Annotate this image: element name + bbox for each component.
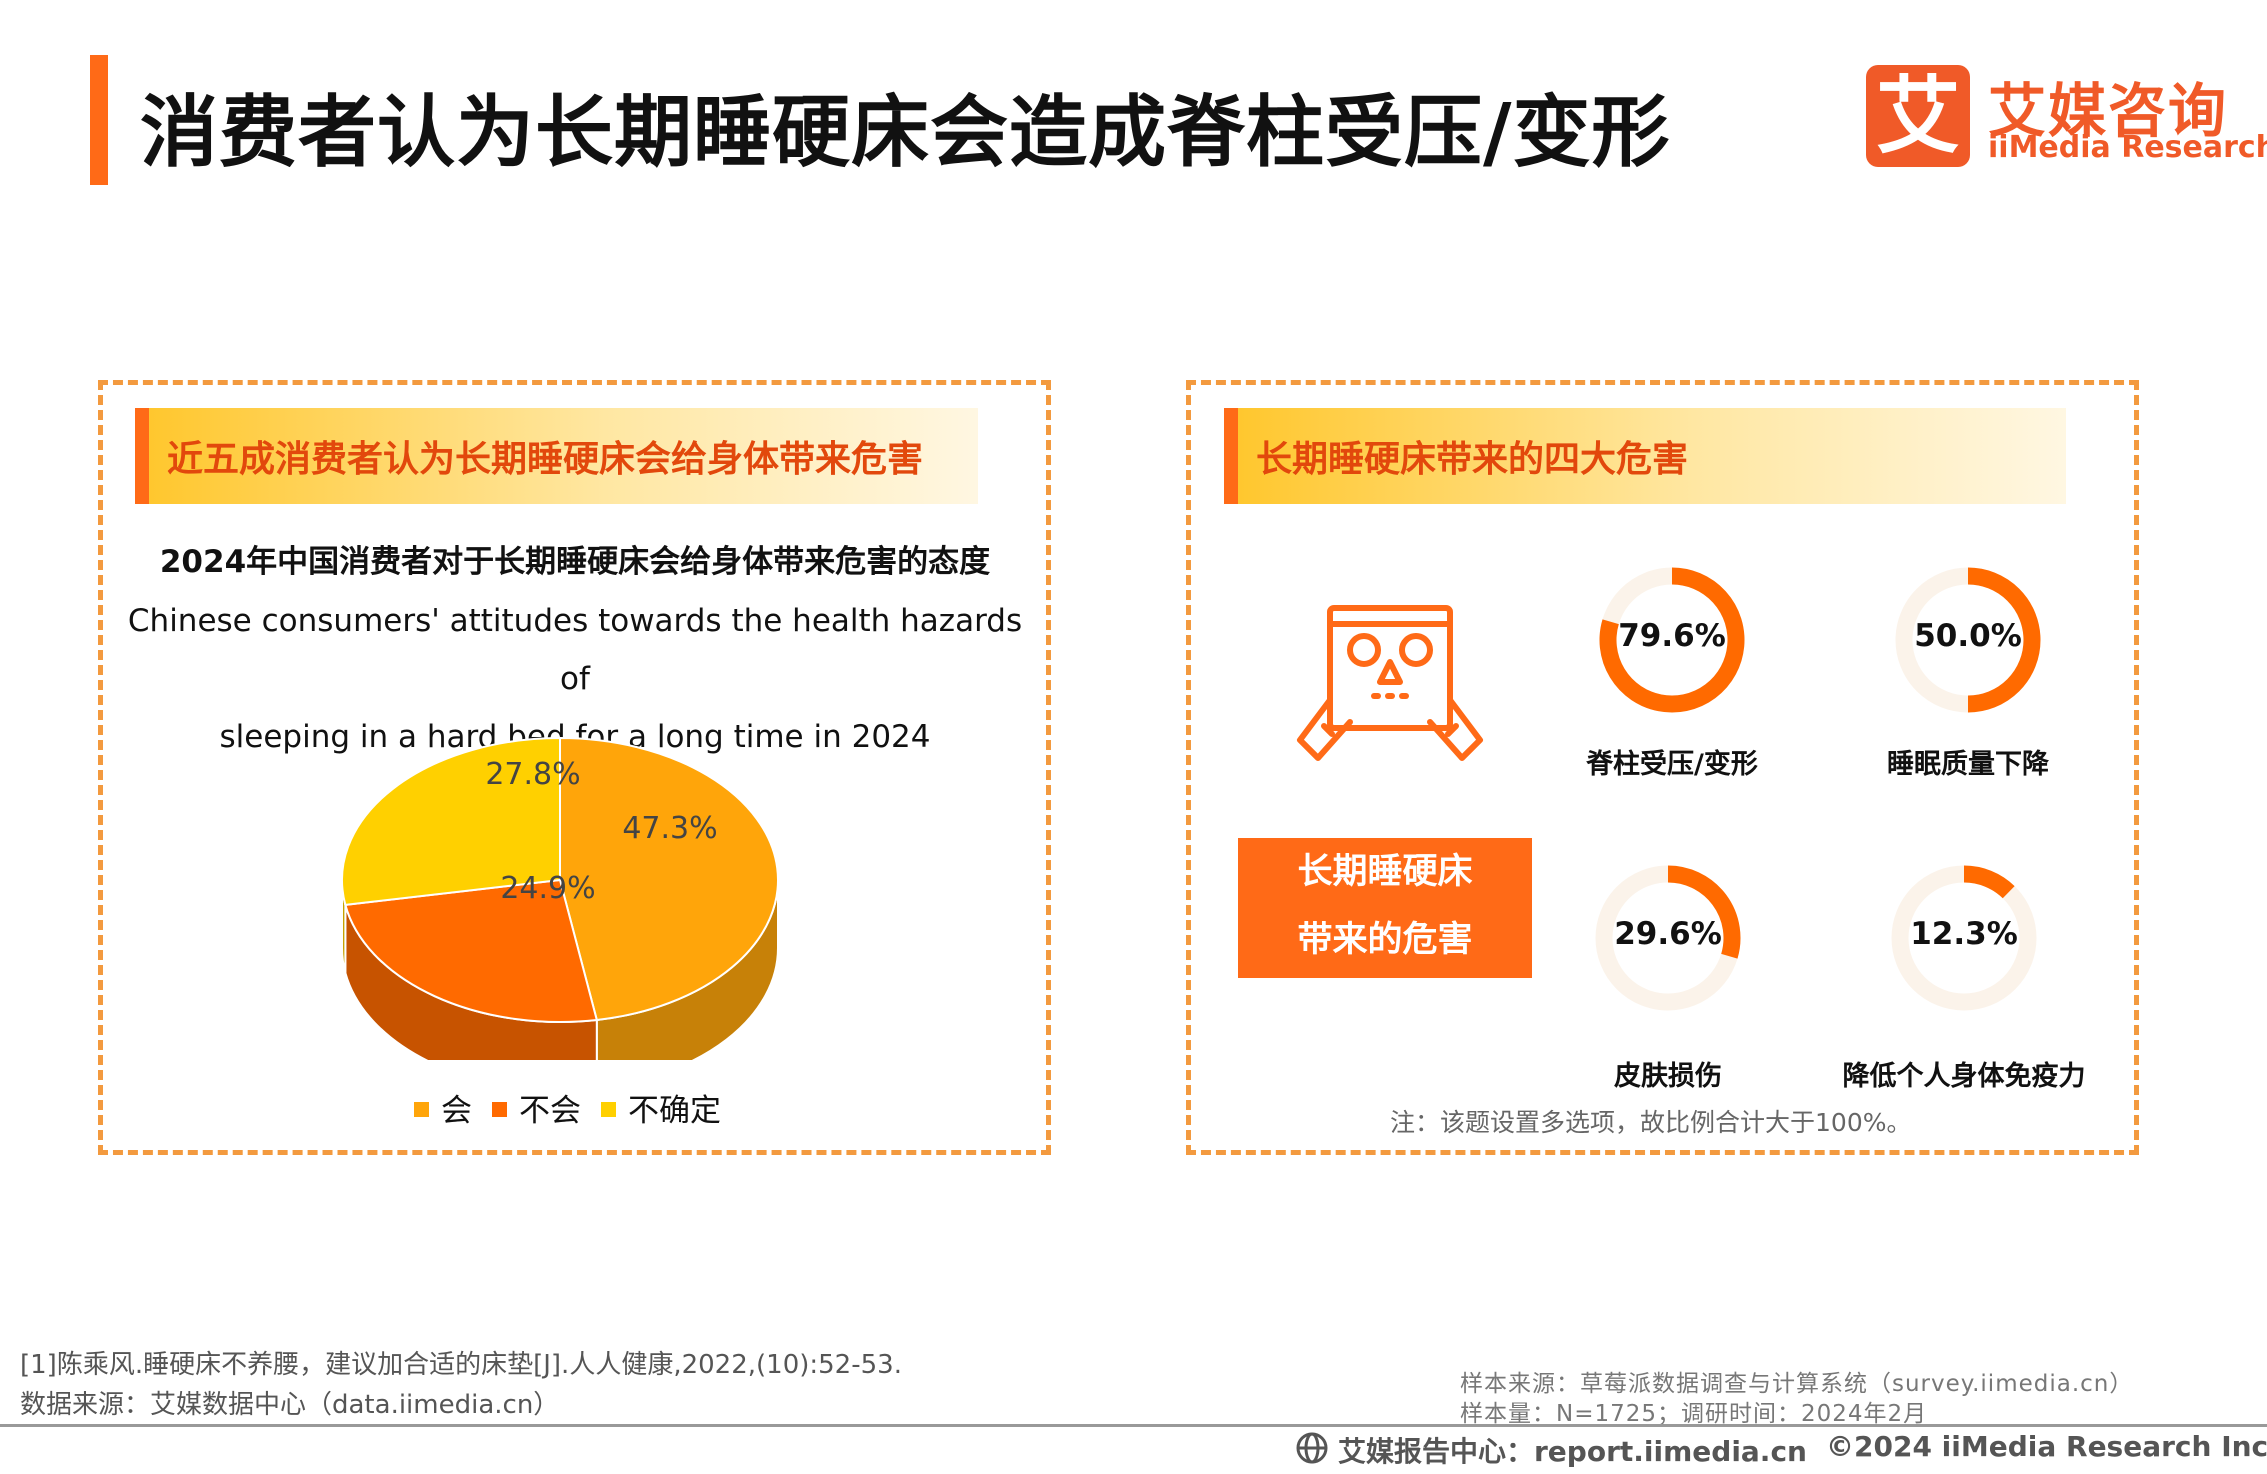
pie-label-不会: 24.9%	[500, 871, 595, 906]
ring-value-2: 29.6%	[1614, 916, 1722, 952]
legend-label: 不会	[519, 1093, 581, 1129]
logo-text-en: iiMedia Research	[1988, 130, 2267, 165]
stressed-face-icon	[1297, 605, 1483, 761]
legend-item-不会: 不会	[492, 1085, 581, 1130]
harm-box-line2: 带来的危害	[1297, 920, 1473, 960]
multi-choice-note: 注：该题设置多选项，故比例合计大于100%。	[1390, 1108, 1912, 1137]
footer-divider	[0, 1424, 2267, 1427]
right-panel	[1186, 380, 2139, 1155]
logo-text-cn: 艾媒咨询	[1988, 77, 2229, 145]
chart-title-en: Chinese consumers' attitudes towards the…	[110, 592, 1040, 766]
legend-item-会: 会	[414, 1085, 472, 1130]
attitude-pie-chart: 47.3% 24.9% 27.8%	[341, 736, 780, 1060]
left-panel-banner: 近五成消费者认为长期睡硬床会给身体带来危害	[135, 408, 978, 504]
copyright-text: ©2024 iiMedia Research Inc	[1826, 1430, 2267, 1463]
ring-value-3: 12.3%	[1910, 916, 2018, 952]
pie-slice-不确定	[341, 736, 561, 906]
right-banner-text: 长期睡硬床带来的四大危害	[1256, 439, 1689, 480]
sample-size-text: 样本量：N=1725；调研时间：2024年2月	[1460, 1401, 1928, 1427]
ring-arc-睡眠质量下降	[1967, 567, 2041, 713]
left-banner-text: 近五成消费者认为长期睡硬床会给身体带来危害	[167, 439, 924, 480]
globe-icon	[1296, 1432, 1328, 1464]
pie-label-会: 47.3%	[622, 811, 717, 846]
ring-arc-脊柱受压/变形	[1599, 567, 1745, 713]
legend-swatch	[601, 1102, 616, 1117]
ring-label-3: 降低个人身体免疫力	[1842, 1061, 2086, 1092]
left-panel	[98, 380, 1051, 1155]
ring-arc-降低个人身体免疫力	[1963, 865, 2015, 899]
pie-slice-不会	[344, 878, 599, 1024]
legend-label: 会	[441, 1093, 472, 1129]
harm-box-line1: 长期睡硬床	[1297, 852, 1473, 892]
legend-swatch	[414, 1102, 429, 1117]
ring-label-1: 睡眠质量下降	[1887, 749, 2049, 780]
ring-arc-皮肤损伤	[1667, 865, 1741, 959]
iimedia-logo-mark: 艾	[1866, 65, 1970, 167]
legend-item-不确定: 不确定	[601, 1085, 721, 1130]
chart-title-cn: 2024年中国消费者对于长期睡硬床会给身体带来危害的态度	[159, 544, 991, 580]
reference-text: [1]陈乘风.睡硬床不养腰，建议加合适的床垫[J].人人健康,2022,(10)…	[20, 1350, 902, 1380]
pie-slice-会	[559, 736, 780, 1022]
data-source-text: 数据来源：艾媒数据中心（data.iimedia.cn）	[20, 1390, 560, 1420]
legend-swatch	[492, 1102, 507, 1117]
chart-title-en-line1: Chinese consumers' attitudes towards the…	[127, 603, 1023, 697]
pie-label-不确定: 27.8%	[485, 757, 580, 792]
ring-label-0: 脊柱受压/变形	[1586, 749, 1758, 780]
sample-source-text: 样本来源：草莓派数据调查与计算系统（survey.iimedia.cn）	[1460, 1371, 2134, 1397]
legend-label: 不确定	[628, 1093, 721, 1129]
hazard-rings	[1595, 567, 2041, 1011]
ring-value-1: 50.0%	[1914, 618, 2022, 654]
report-center-link[interactable]: 艾媒报告中心：report.iimedia.cn	[1338, 1435, 1807, 1468]
ring-label-2: 皮肤损伤	[1614, 1061, 1722, 1092]
harm-summary-box: 长期睡硬床 带来的危害	[1238, 838, 1532, 978]
right-panel-banner: 长期睡硬床带来的四大危害	[1224, 408, 2066, 504]
page-title: 消费者认为长期睡硬床会造成脊柱受压/变形	[140, 88, 1671, 178]
pie-legend: 会 不会 不确定	[414, 1085, 741, 1130]
ring-value-0: 79.6%	[1618, 618, 1726, 654]
title-accent-bar	[90, 55, 108, 185]
